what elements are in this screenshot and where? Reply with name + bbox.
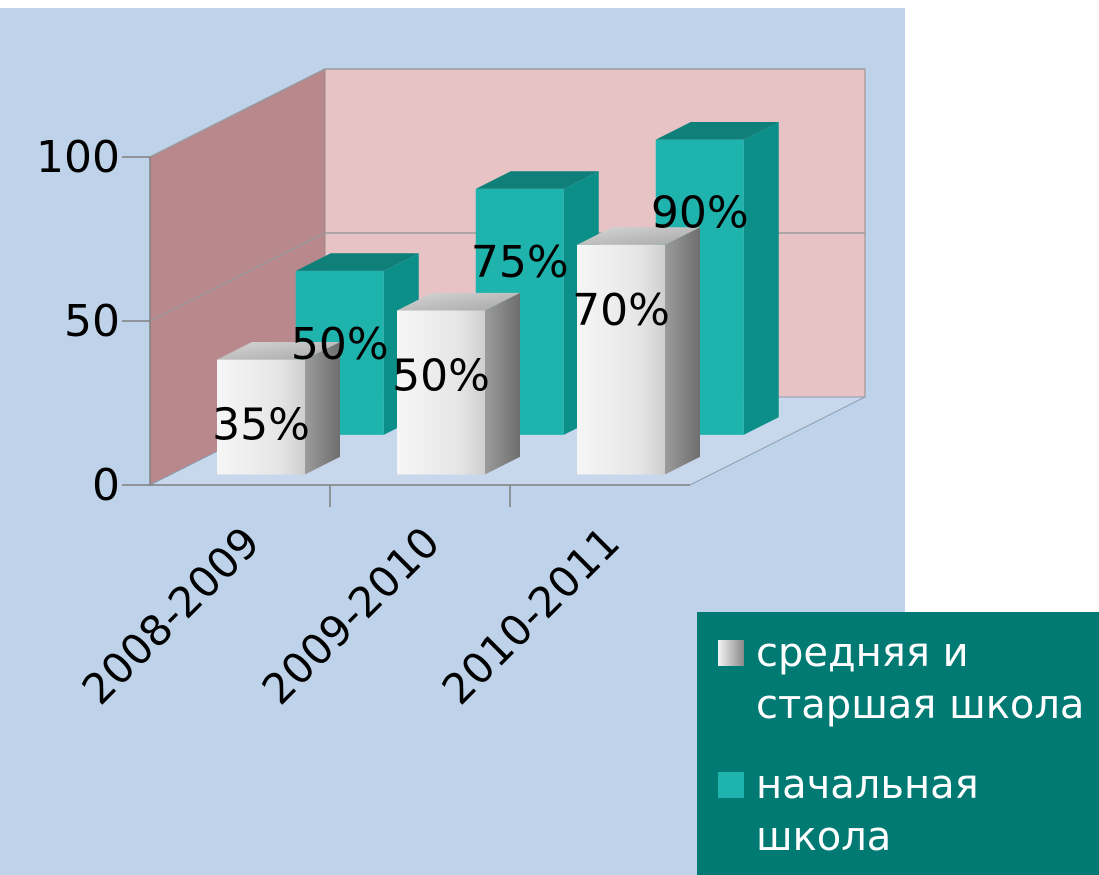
data-label: 75% bbox=[471, 237, 569, 288]
bar-front bbox=[577, 244, 665, 475]
bar-middle-high-2010-2011 bbox=[577, 227, 700, 475]
bar-top bbox=[475, 171, 599, 189]
data-label: 50% bbox=[291, 319, 389, 370]
bar-top bbox=[655, 122, 779, 140]
bar-side bbox=[305, 342, 340, 475]
legend-label: старшая школа bbox=[756, 682, 1084, 728]
bar-middle-high-2008-2009 bbox=[217, 342, 340, 475]
y-tick-label: 50 bbox=[64, 296, 120, 347]
bar-top bbox=[397, 292, 520, 311]
legend-box bbox=[697, 612, 1099, 875]
bar-side bbox=[743, 122, 779, 435]
legend: средняя и старшая школа начальная школа bbox=[697, 612, 1099, 875]
legend-label: средняя и bbox=[756, 630, 969, 676]
bar-front bbox=[217, 359, 305, 475]
data-label: 35% bbox=[212, 400, 310, 451]
bar-side bbox=[665, 227, 700, 475]
data-label: 50% bbox=[392, 350, 490, 401]
bar-front bbox=[397, 310, 485, 475]
bar-top bbox=[577, 227, 700, 245]
legend-swatch bbox=[718, 772, 744, 798]
legend-label: начальная bbox=[756, 762, 979, 808]
gridline-100 bbox=[149, 68, 865, 158]
legend-label: школа bbox=[756, 814, 891, 860]
bar-top bbox=[217, 342, 340, 360]
bar-side bbox=[485, 292, 520, 475]
bar-middle-high-2009-2010 bbox=[397, 292, 520, 475]
data-label: 70% bbox=[572, 285, 670, 336]
y-tick-label: 0 bbox=[92, 460, 120, 511]
bar-top bbox=[295, 253, 419, 271]
data-label: 90% bbox=[651, 188, 749, 239]
y-tick-label: 100 bbox=[36, 132, 120, 183]
legend-swatch bbox=[718, 640, 744, 666]
